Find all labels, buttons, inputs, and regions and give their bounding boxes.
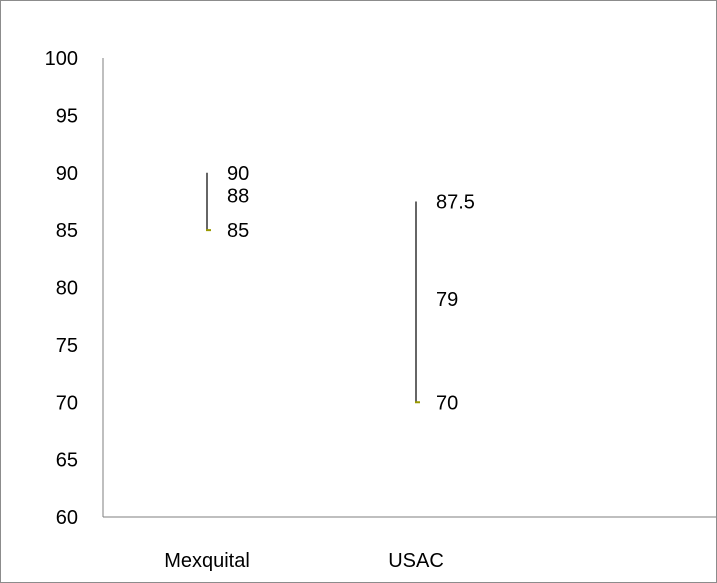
data-label: 85 xyxy=(227,220,249,242)
x-tick-labels: Mexquital USAC xyxy=(164,550,444,572)
data-label: 70 xyxy=(436,392,458,414)
data-marks xyxy=(206,172,420,404)
x-tick-label: Mexquital xyxy=(164,550,250,572)
y-tick-label: 95 xyxy=(56,105,78,127)
y-tick-label: 60 xyxy=(56,507,78,529)
y-tick-label: 75 xyxy=(56,335,78,357)
axes xyxy=(102,58,716,518)
y-tick-label: 90 xyxy=(56,163,78,185)
y-tick-label: 70 xyxy=(56,392,78,414)
data-label: 79 xyxy=(436,289,458,311)
y-tick-label: 85 xyxy=(56,220,78,242)
data-label: 88 xyxy=(227,186,249,208)
y-tick-label: 65 xyxy=(56,450,78,472)
y-tick-label: 100 xyxy=(45,48,78,70)
y-tick-labels: 60 65 70 75 80 85 90 95 100 xyxy=(45,48,78,529)
data-label: 87.5 xyxy=(436,191,475,213)
y-tick-label: 80 xyxy=(56,278,78,300)
data-label: 90 xyxy=(227,163,249,185)
x-tick-label: USAC xyxy=(388,550,444,572)
